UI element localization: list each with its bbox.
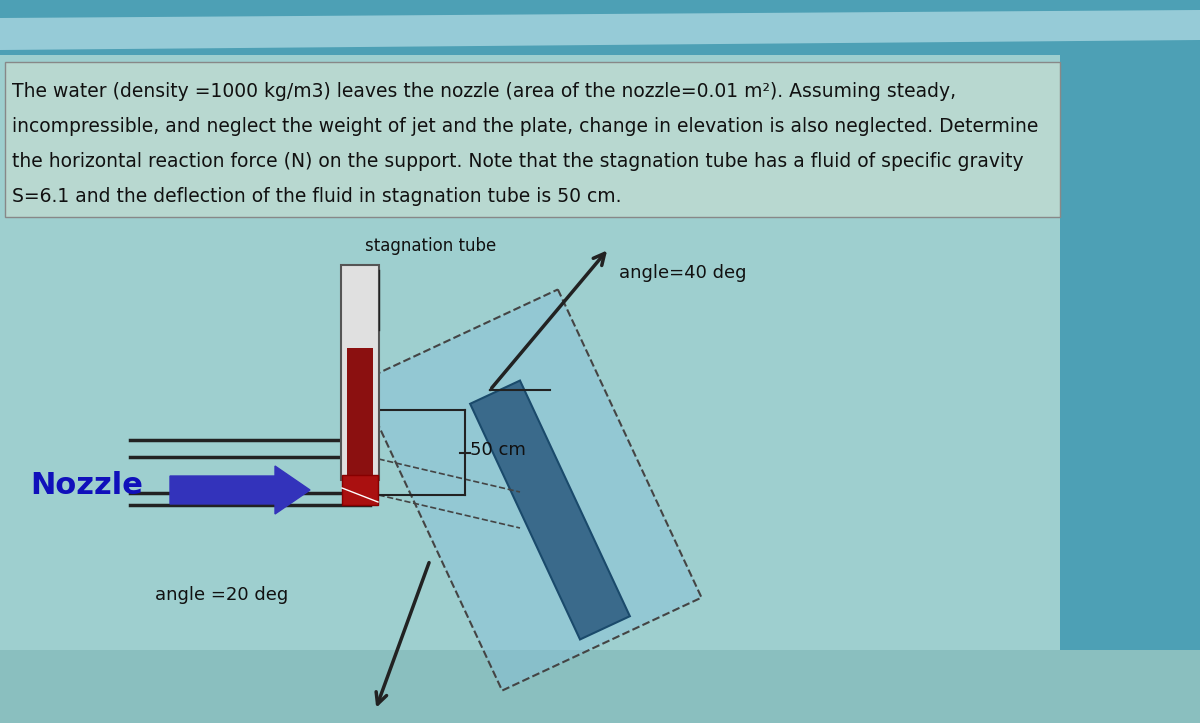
Bar: [0, 0, 1200, 55]
Text: The water (density =1000 kg/m3) leaves the nozzle (area of the nozzle=0.01 m²). : The water (density =1000 kg/m3) leaves t…: [12, 82, 956, 101]
Bar: [342, 475, 378, 505]
FancyArrow shape: [170, 466, 310, 514]
Text: angle=40 deg: angle=40 deg: [619, 265, 746, 282]
Polygon shape: [469, 380, 631, 640]
Bar: [0, 650, 1200, 723]
Text: 50 cm: 50 cm: [470, 441, 526, 459]
Text: angle =20 deg: angle =20 deg: [155, 586, 288, 604]
Bar: [1060, 0, 1200, 723]
Text: the horizontal reaction force (N) on the support. Note that the stagnation tube : the horizontal reaction force (N) on the…: [12, 152, 1024, 171]
Text: S=6.1 and the deflection of the fluid in stagnation tube is 50 cm.: S=6.1 and the deflection of the fluid in…: [12, 187, 622, 206]
Bar: [347, 348, 373, 475]
Bar: [5, 62, 1060, 217]
Text: Nozzle: Nozzle: [30, 471, 143, 500]
Text: stagnation tube: stagnation tube: [365, 237, 497, 255]
Bar: [341, 265, 379, 480]
Polygon shape: [0, 10, 1200, 50]
Polygon shape: [470, 380, 630, 639]
Polygon shape: [359, 289, 702, 690]
Text: incompressible, and neglect the weight of jet and the plate, change in elevation: incompressible, and neglect the weight o…: [12, 117, 1038, 136]
